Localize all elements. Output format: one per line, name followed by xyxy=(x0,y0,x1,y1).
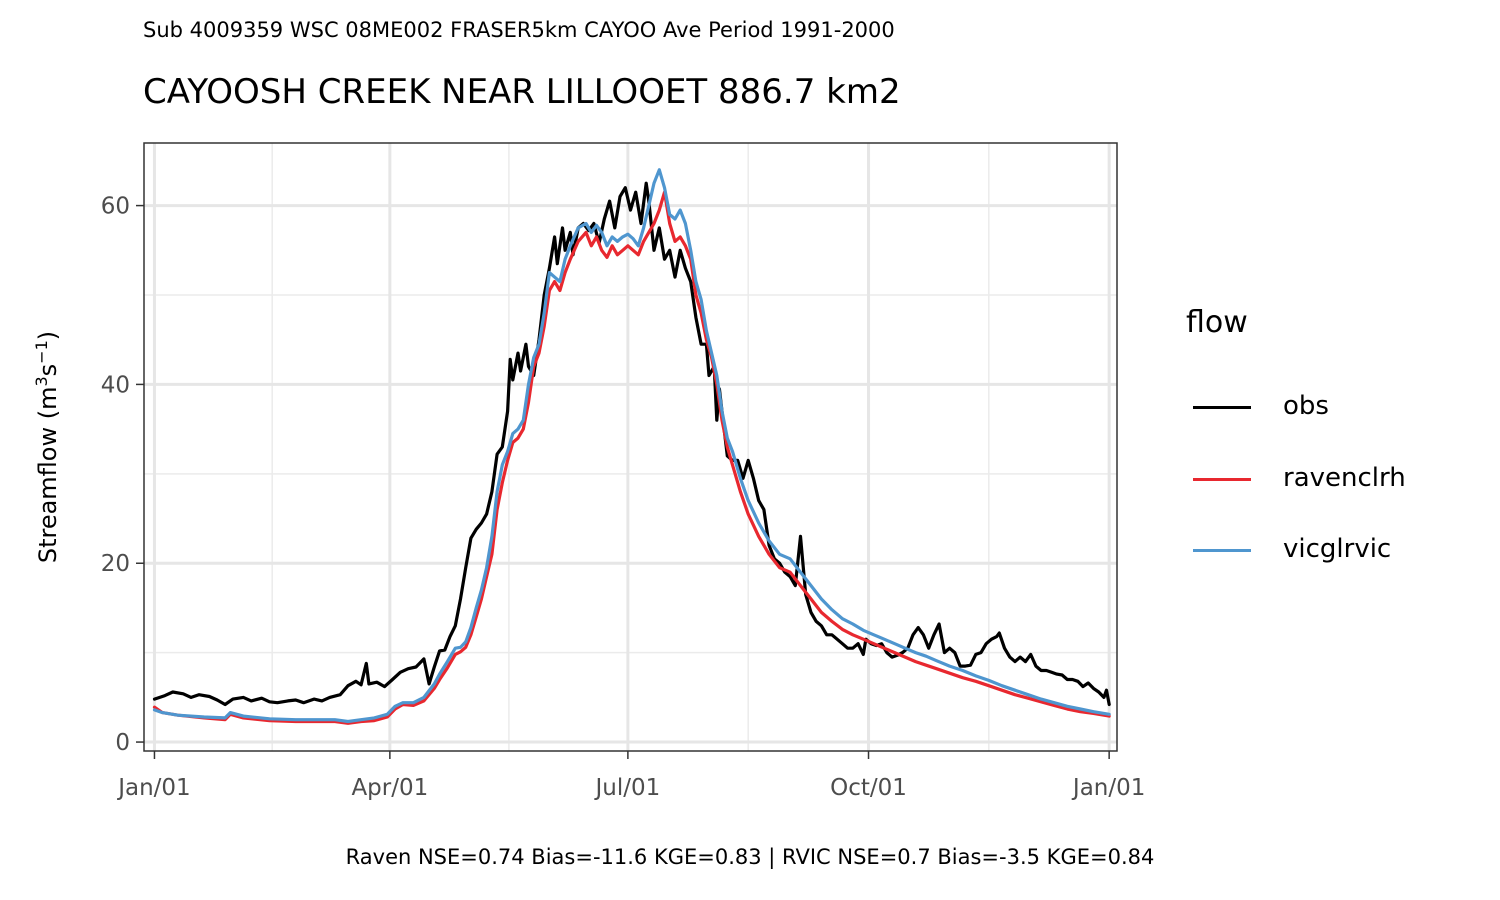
series-layer xyxy=(152,168,1111,725)
legend-key-ravenclrh xyxy=(1193,478,1251,481)
y-tick-label: 20 xyxy=(101,551,130,577)
legend-label-obs: obs xyxy=(1283,391,1329,421)
x-tick-label: Jul/01 xyxy=(593,775,660,801)
legend-title: flow xyxy=(1186,305,1248,340)
x-tick-label: Jan/01 xyxy=(116,775,190,801)
axis-layer: Jan/01 Apr/01 Jul/01 Oct/01 Jan/01 0 20 40 60 xyxy=(101,194,1146,801)
metrics-caption: Raven NSE=0.74 Bias=-11.6 KGE=0.83 | RVI… xyxy=(345,845,1155,869)
plot-panel xyxy=(144,143,1117,751)
series-line-vicglrvic xyxy=(152,168,1111,724)
legend-key-vicglrvic xyxy=(1193,549,1251,552)
legend-label-ravenclrh: ravenclrh xyxy=(1283,463,1406,493)
x-tick-label: Apr/01 xyxy=(351,775,428,801)
x-tick-label: Jan/01 xyxy=(1071,775,1145,801)
series-line-obs xyxy=(152,181,1111,707)
legend-label-vicglrvic: vicglrvic xyxy=(1283,534,1392,564)
chart-subtitle: Sub 4009359 WSC 08ME002 FRASER5km CAYOO … xyxy=(143,18,895,42)
y-axis-title: Streamflow (m3s−1) xyxy=(32,331,63,563)
y-tick-label: 0 xyxy=(115,730,130,756)
legend-key-obs xyxy=(1193,406,1251,409)
series-line-ravenclrh xyxy=(152,190,1111,725)
y-tick-label: 60 xyxy=(101,194,130,220)
x-tick-label: Oct/01 xyxy=(830,775,907,801)
chart-title: CAYOOSH CREEK NEAR LILLOOET 886.7 km2 xyxy=(143,72,901,112)
plot-border xyxy=(143,142,1118,752)
grid-minor xyxy=(144,143,1117,751)
y-tick-label: 40 xyxy=(101,372,130,398)
